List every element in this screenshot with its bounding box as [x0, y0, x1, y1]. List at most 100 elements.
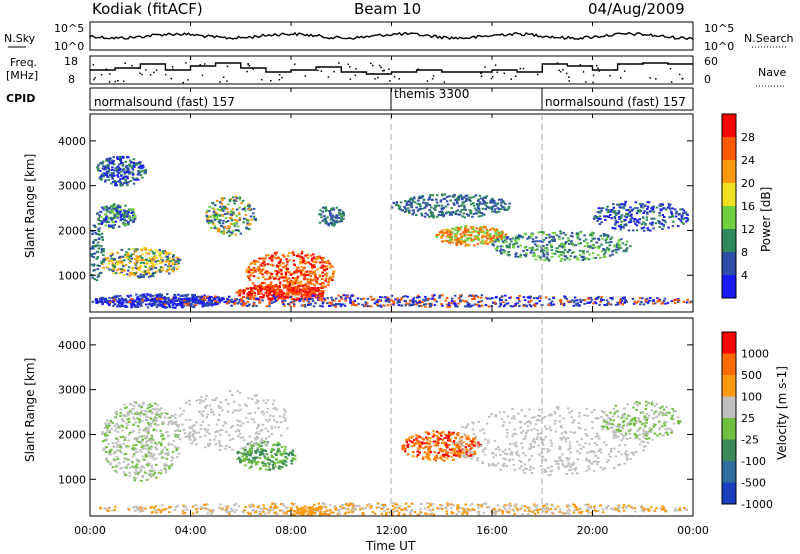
power-cell: [502, 236, 505, 239]
power-cell: [248, 303, 251, 306]
power-cell: [559, 253, 562, 256]
power-cell: [112, 300, 115, 303]
power-cell: [320, 213, 323, 216]
nave-dot: [681, 77, 684, 80]
power-cell: [321, 302, 325, 305]
power-cell: [96, 167, 100, 170]
power-y-tick-label: 2000: [58, 224, 86, 237]
power-cell: [440, 236, 443, 239]
power-cell: [229, 222, 233, 225]
power-cell: [304, 305, 307, 308]
power-cell: [110, 172, 114, 175]
power-cell: [599, 256, 602, 259]
power-heatmap: [90, 155, 693, 309]
power-cell: [370, 298, 374, 301]
power-cell: [210, 227, 213, 229]
power-cell: [590, 298, 594, 301]
power-cell: [469, 212, 473, 215]
power-cell: [390, 206, 394, 209]
velocity-cell: [242, 458, 246, 460]
velocity-cell: [237, 456, 241, 459]
velocity-cell: [282, 463, 285, 466]
power-cell: [337, 294, 340, 297]
power-cell: [376, 299, 380, 302]
power-cell: [161, 305, 164, 308]
power-cell: [172, 301, 175, 304]
power-cell: [305, 299, 309, 302]
power-cell: [102, 250, 106, 253]
power-cell: [452, 302, 455, 305]
velocity-cell: [263, 455, 266, 458]
velocity-cell: [256, 448, 260, 451]
velocity-cell: [266, 458, 270, 461]
nave-dot: [389, 80, 391, 82]
power-cell: [326, 265, 329, 268]
power-cell: [124, 298, 127, 301]
velocity-cell: [264, 465, 267, 468]
power-cell: [453, 300, 456, 303]
power-cell: [301, 269, 304, 272]
velocity-cell: [134, 401, 138, 404]
nave-dot: [480, 71, 483, 74]
velocity-cell: [150, 411, 154, 414]
velocity-cell: [273, 443, 277, 446]
power-cell: [266, 290, 270, 293]
velocity-cell: [150, 472, 153, 475]
power-cell: [269, 299, 273, 302]
power-cell: [319, 287, 322, 289]
power-cell: [155, 306, 159, 308]
power-cell: [112, 221, 115, 224]
velocity-cell: [262, 461, 265, 464]
power-cell: [550, 238, 554, 241]
power-cell: [111, 180, 115, 183]
power-cell: [102, 217, 106, 220]
nave-dot: [618, 63, 621, 65]
power-cell: [324, 210, 328, 212]
power-cell: [137, 173, 141, 176]
power-cell: [309, 275, 313, 278]
nave-dot: [559, 70, 562, 73]
velocity-cell: [178, 438, 182, 441]
power-cell: [127, 256, 131, 259]
power-cell: [638, 221, 641, 224]
power-cell: [398, 205, 402, 208]
power-cell: [129, 208, 132, 211]
velocity-cell: [140, 450, 143, 453]
power-cell: [481, 239, 485, 242]
power-cell: [442, 214, 445, 217]
power-cell: [651, 221, 654, 224]
power-cell: [313, 265, 316, 267]
power-cell: [542, 253, 546, 256]
power-cell: [487, 305, 491, 308]
power-cell: [636, 207, 639, 210]
power-cell: [133, 305, 136, 308]
power-cell: [623, 296, 626, 299]
power-cell: [528, 303, 532, 306]
velocity-cell: [294, 458, 297, 461]
power-cell: [117, 295, 120, 298]
power-cell: [619, 298, 622, 301]
nave-dot: [270, 79, 272, 82]
power-cell: [444, 205, 448, 208]
power-cell: [220, 231, 223, 234]
power-cell: [281, 301, 285, 304]
power-cell: [307, 295, 310, 298]
velocity-cell: [150, 452, 153, 455]
power-cell: [105, 173, 108, 176]
velocity-cell: [256, 443, 260, 446]
power-cell: [638, 209, 642, 212]
power-cell: [454, 236, 457, 239]
power-cell: [312, 271, 315, 274]
power-cell: [453, 203, 456, 206]
power-cell: [316, 268, 319, 271]
power-cell: [287, 277, 291, 280]
power-cell: [576, 302, 580, 305]
power-cell: [514, 255, 517, 258]
power-cell: [101, 260, 105, 263]
power-cell: [448, 301, 451, 304]
power-cell: [313, 284, 316, 287]
power-cell: [441, 304, 444, 307]
power-cell: [93, 245, 96, 248]
power-cell: [241, 302, 245, 305]
power-cell: [244, 209, 247, 212]
